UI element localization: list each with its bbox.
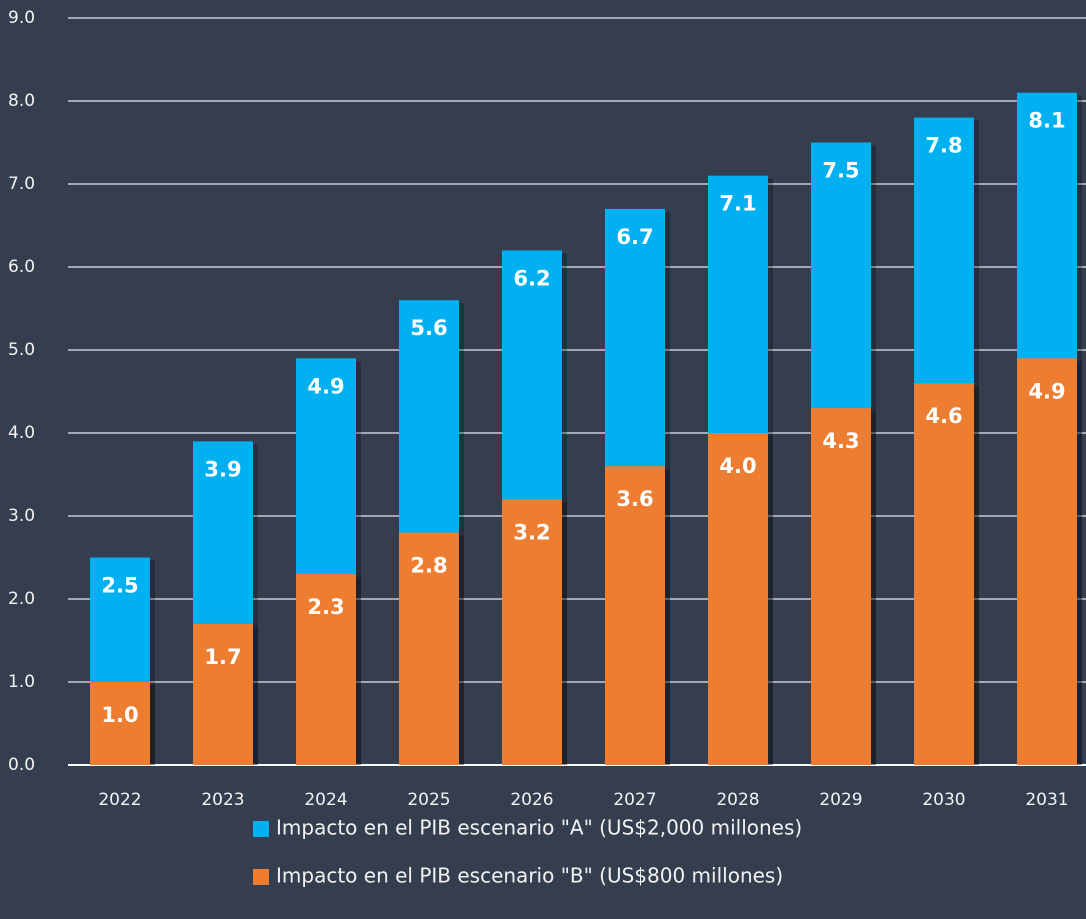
- y-tick-label: 4.0: [8, 423, 35, 443]
- y-tick-label: 0.0: [8, 755, 35, 775]
- y-tick-label: 2.0: [8, 589, 35, 609]
- value-label: 7.1: [719, 192, 756, 216]
- value-label: 1.7: [204, 645, 241, 669]
- x-tick-label: 2026: [510, 790, 553, 810]
- bar: [399, 532, 459, 765]
- y-tick-label: 5.0: [8, 340, 35, 360]
- x-tick-label: 2022: [98, 790, 141, 810]
- x-tick-label: 2024: [304, 790, 347, 810]
- bar: [296, 574, 356, 765]
- y-tick-label: 7.0: [8, 174, 35, 194]
- y-tick-label: 3.0: [8, 506, 35, 526]
- bar: [90, 682, 150, 765]
- value-label: 3.9: [204, 457, 241, 481]
- value-label: 3.6: [616, 487, 653, 511]
- value-label: 2.5: [101, 574, 138, 598]
- value-label: 4.0: [719, 454, 756, 478]
- bar: [914, 383, 974, 765]
- value-label: 6.7: [616, 225, 653, 249]
- y-tick-label: 1.0: [8, 672, 35, 692]
- value-label: 8.1: [1028, 109, 1065, 133]
- value-label: 4.6: [925, 404, 962, 428]
- value-label: 6.2: [513, 266, 550, 290]
- value-label: 2.3: [307, 595, 344, 619]
- x-tick-label: 2027: [613, 790, 656, 810]
- x-tick-label: 2031: [1025, 790, 1068, 810]
- bar: [502, 499, 562, 765]
- x-tick-label: 2029: [819, 790, 862, 810]
- x-tick-label: 2030: [922, 790, 965, 810]
- legend-label: Impacto en el PIB escenario "A" (US$2,00…: [276, 816, 802, 840]
- bar: [193, 623, 253, 765]
- legend-swatch: [253, 821, 269, 837]
- bar: [708, 433, 768, 765]
- y-tick-label: 6.0: [8, 257, 35, 277]
- value-label: 7.8: [925, 134, 962, 158]
- value-label: 4.9: [307, 374, 344, 398]
- value-label: 5.6: [410, 316, 447, 340]
- x-tick-label: 2023: [201, 790, 244, 810]
- legend-label: Impacto en el PIB escenario "B" (US$800 …: [276, 864, 783, 888]
- x-tick-label: 2028: [716, 790, 759, 810]
- value-label: 1.0: [101, 703, 138, 727]
- y-tick-label: 9.0: [8, 8, 35, 28]
- y-tick-label: 8.0: [8, 91, 35, 111]
- legend-swatch: [253, 869, 269, 885]
- value-label: 4.3: [822, 429, 859, 453]
- bar: [811, 408, 871, 765]
- bar: [1017, 358, 1077, 765]
- value-label: 3.2: [513, 520, 550, 544]
- value-label: 2.8: [410, 554, 447, 578]
- value-label: 7.5: [822, 159, 859, 183]
- x-tick-label: 2025: [407, 790, 450, 810]
- value-label: 4.9: [1028, 379, 1065, 403]
- bar: [605, 466, 665, 765]
